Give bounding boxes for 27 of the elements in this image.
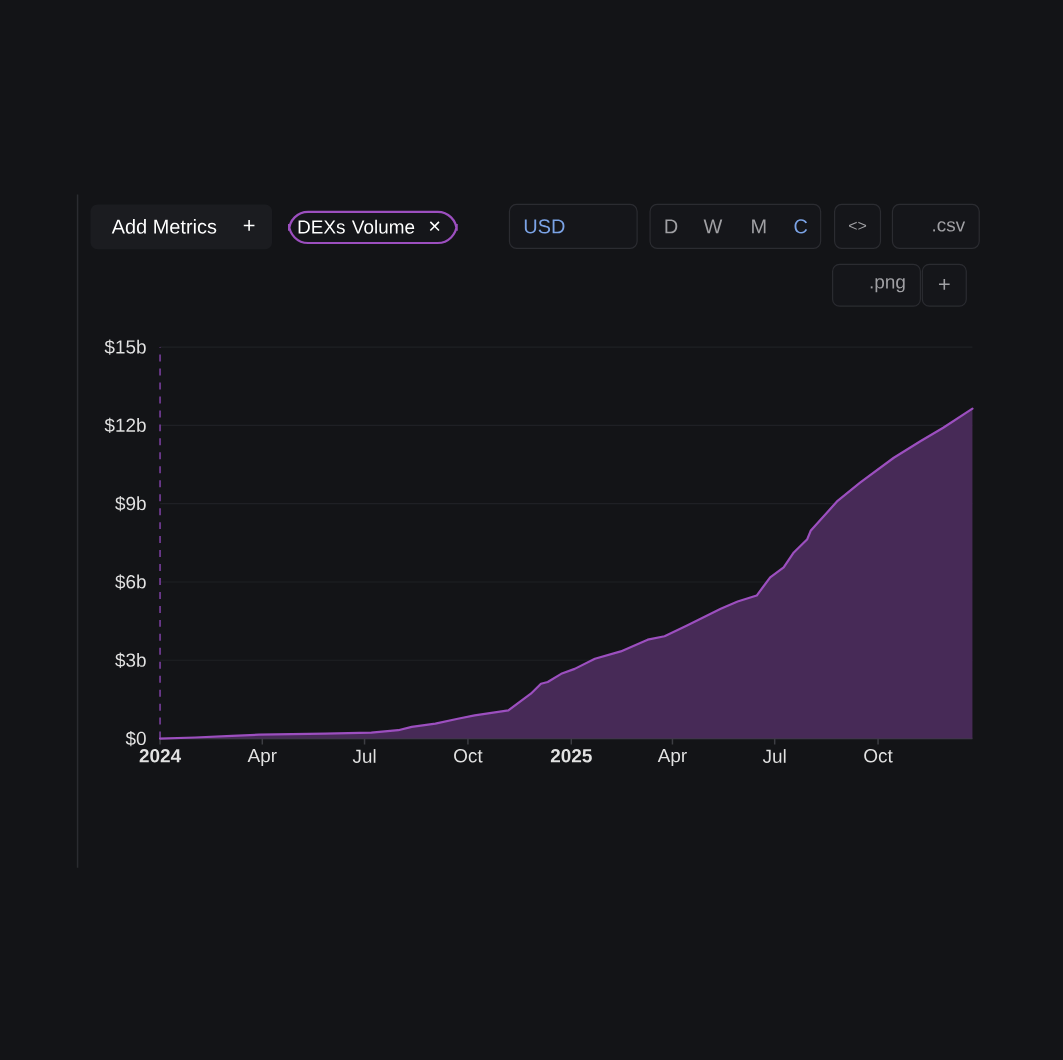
text: D <box>665 219 678 234</box>
text: × <box>429 221 440 231</box>
y-tick-label: $15b <box>104 339 146 355</box>
text: + <box>243 219 255 231</box>
x-tick-label: Apr <box>657 748 687 766</box>
x-tick-label: Oct <box>454 748 483 763</box>
y-tick-label: $0 <box>125 730 146 747</box>
y-tick-label: $12b <box>104 417 146 433</box>
text: DEXs Volume <box>298 219 415 234</box>
text: W <box>703 219 723 234</box>
x-tick-label: 2025 <box>550 748 592 763</box>
text: M <box>752 219 766 234</box>
text: <> <box>849 221 867 230</box>
text: USD <box>524 219 565 234</box>
x-tick-label: Jul <box>762 748 786 763</box>
text: Add Metrics <box>111 218 217 234</box>
x-tick-label: Oct <box>864 748 893 763</box>
x-tick-label: Jul <box>352 748 376 763</box>
y-tick-label: $6b <box>115 574 146 590</box>
y-tick-label: $3b <box>115 652 146 668</box>
x-tick-label: 2024 <box>139 748 182 763</box>
text: + <box>938 278 950 290</box>
text: .png <box>870 278 905 293</box>
x-tick-label: Apr <box>247 748 277 766</box>
y-tick-label: $9b <box>115 495 146 512</box>
text: C <box>794 219 808 234</box>
text: .csv <box>933 221 966 232</box>
